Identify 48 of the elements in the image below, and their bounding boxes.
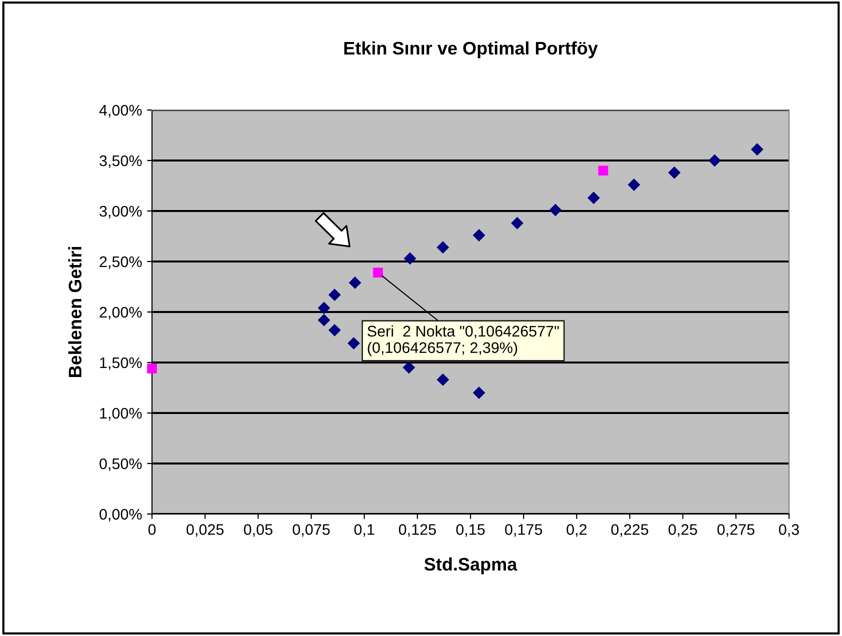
x-tick-label: 0,05 bbox=[244, 524, 272, 537]
x-tick-label: 0,125 bbox=[398, 524, 436, 537]
x-tick-label: 0,3 bbox=[778, 524, 799, 537]
x-tick-label: 0,25 bbox=[668, 524, 698, 537]
y-tick-label: 0,00% bbox=[100, 508, 142, 522]
y-tick-label: 3,50% bbox=[100, 155, 142, 168]
x-axis-title: Std.Sapma bbox=[424, 557, 518, 574]
x-tick-label: 0,175 bbox=[505, 524, 542, 537]
point bbox=[402, 361, 416, 374]
x-tick-label: 0,075 bbox=[292, 524, 330, 537]
x-tick-label: 0,1 bbox=[354, 524, 374, 537]
x-tick-label: 0 bbox=[148, 524, 156, 535]
point bbox=[318, 314, 330, 326]
point bbox=[404, 252, 416, 265]
point bbox=[147, 364, 157, 374]
point bbox=[472, 229, 486, 242]
x-tick-label: 0,225 bbox=[611, 524, 648, 537]
point bbox=[348, 276, 362, 289]
point bbox=[708, 154, 721, 167]
y-tick-label: 0,50% bbox=[100, 458, 142, 471]
annotation: Seri 2 Nokta "0,106426577" (0,106426577; 2,39%) bbox=[368, 325, 559, 356]
x-tick-label: 0,2 bbox=[566, 524, 587, 537]
point bbox=[318, 302, 330, 314]
point bbox=[472, 386, 486, 400]
y-tick-label: 4,00% bbox=[99, 104, 142, 118]
point bbox=[549, 204, 562, 216]
chart-title: Etkin Sınır ve Optimal Portföy bbox=[344, 41, 598, 58]
point bbox=[750, 143, 764, 156]
x-tick-label: 0,025 bbox=[186, 524, 224, 537]
point bbox=[511, 216, 524, 230]
point bbox=[598, 166, 608, 176]
point bbox=[328, 324, 341, 336]
point bbox=[628, 178, 640, 191]
y-tick-label: 3,00% bbox=[100, 206, 142, 218]
y-tick-label: 1,50% bbox=[100, 357, 142, 370]
y-tick-label: 1,00% bbox=[100, 408, 142, 420]
y-axis-title: Beklenen Getiri bbox=[68, 247, 82, 378]
y-tick-label: 2,50% bbox=[100, 256, 142, 269]
point bbox=[328, 288, 341, 302]
point bbox=[436, 373, 450, 386]
point bbox=[587, 192, 600, 204]
x-tick-label: 0,275 bbox=[717, 524, 754, 537]
point bbox=[348, 337, 360, 350]
point bbox=[668, 166, 681, 179]
point bbox=[436, 241, 450, 254]
point bbox=[373, 268, 383, 278]
x-tick-label: 0,15 bbox=[456, 524, 485, 537]
y-tick-label: 2,00% bbox=[100, 306, 142, 320]
